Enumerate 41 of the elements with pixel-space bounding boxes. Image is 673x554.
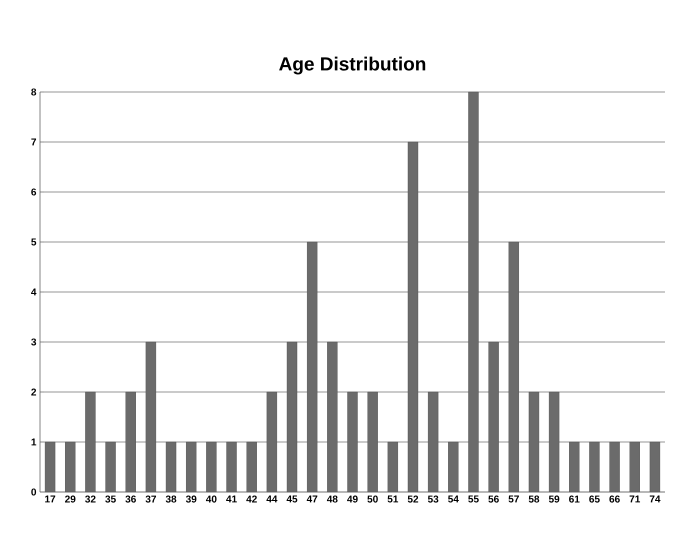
chart-title: Age Distribution xyxy=(279,56,426,74)
x-tick-label: 39 xyxy=(186,496,196,503)
x-tick-label: 71 xyxy=(630,496,640,502)
y-tick-label: 8 xyxy=(31,88,36,96)
y-tick-label: 4 xyxy=(31,288,36,296)
x-tick-label: 59 xyxy=(548,496,560,503)
x-tick-label: 49 xyxy=(347,496,358,503)
x-tick-label: 38 xyxy=(166,496,176,503)
y-tick-label: 5 xyxy=(31,238,36,246)
x-tick-label: 57 xyxy=(508,496,519,502)
y-tick-label: 0 xyxy=(31,488,36,496)
x-tick-label: 32 xyxy=(85,496,96,503)
x-tick-label: 47 xyxy=(306,496,318,502)
x-tick-label: 74 xyxy=(650,496,660,502)
x-tick-label: 40 xyxy=(206,496,217,503)
x-tick-label: 51 xyxy=(388,496,398,502)
y-tick-label: 1 xyxy=(32,438,36,446)
x-tick-label: 37 xyxy=(146,496,156,503)
x-tick-label: 56 xyxy=(488,496,499,503)
y-tick-label: 6 xyxy=(31,188,36,196)
x-tick-label: 65 xyxy=(589,496,600,503)
x-tick-label: 55 xyxy=(468,496,479,502)
x-tick-label: 50 xyxy=(367,496,378,503)
x-tick-label: 45 xyxy=(286,496,298,502)
x-tick-label: 36 xyxy=(125,496,136,503)
x-tick-label: 58 xyxy=(528,496,540,503)
x-tick-label: 52 xyxy=(408,496,418,503)
x-tick-label: 29 xyxy=(65,496,76,503)
y-tick-label: 2 xyxy=(31,388,36,396)
x-tick-label: 66 xyxy=(609,496,620,503)
y-tick-label: 3 xyxy=(31,338,36,346)
x-tick-label: 54 xyxy=(448,496,459,502)
x-tick-label: 48 xyxy=(326,496,338,503)
x-tick-label: 17 xyxy=(45,496,56,502)
x-tick-label: 53 xyxy=(428,496,438,503)
x-tick-label: 41 xyxy=(226,496,237,502)
x-tick-label: 42 xyxy=(246,496,257,502)
x-tick-label: 61 xyxy=(569,496,580,503)
x-tick-label: 35 xyxy=(105,496,116,503)
y-tick-label: 7 xyxy=(31,138,36,146)
x-tick-label: 44 xyxy=(266,496,278,502)
